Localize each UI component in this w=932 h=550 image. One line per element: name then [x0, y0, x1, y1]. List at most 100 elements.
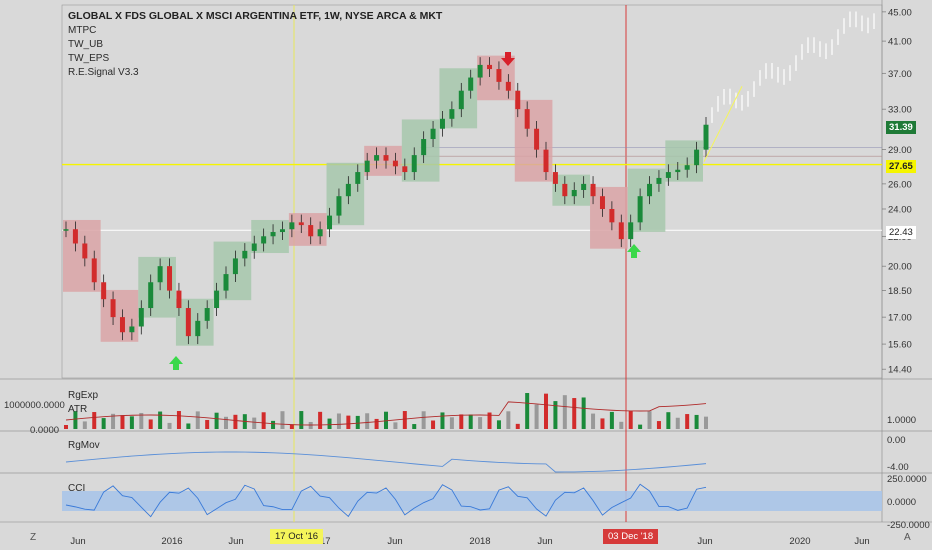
candle-body: [675, 169, 681, 173]
volume-bar: [393, 422, 398, 429]
candle-body: [91, 258, 97, 283]
time-axis-label: 2018: [469, 536, 490, 547]
candle-body: [327, 215, 333, 230]
volume-bar: [628, 411, 633, 429]
candle-body: [534, 128, 540, 150]
candle-body: [392, 160, 398, 167]
rgexp-label[interactable]: RgExp: [68, 390, 99, 401]
candle-body: [195, 320, 201, 337]
candle-body: [552, 172, 558, 184]
volume-bar: [638, 424, 643, 429]
volume-bar: [496, 420, 501, 429]
volume-bar: [346, 415, 351, 429]
cci-band: [62, 491, 882, 511]
volume-bar: [694, 414, 699, 429]
regime-box: [590, 186, 628, 249]
volume-bar: [666, 412, 671, 429]
candle-body: [308, 225, 314, 237]
sell-arrow: [501, 52, 515, 66]
volume-bar: [647, 411, 652, 429]
volume-bar: [600, 418, 605, 429]
volume-bar: [129, 416, 134, 429]
candle-body: [647, 183, 653, 197]
atr-label[interactable]: ATR: [68, 404, 88, 415]
yellow-date-tag: 17 Oct '16: [270, 529, 324, 544]
candle-body: [242, 250, 248, 259]
candle-body: [402, 166, 408, 173]
time-axis-label: 2016: [161, 536, 182, 547]
candle-body: [138, 308, 144, 327]
candle-body: [618, 222, 624, 240]
price-tick-label: 29.00: [888, 145, 912, 156]
volume-bar: [449, 417, 454, 429]
volume-bar: [619, 421, 624, 429]
cci-label[interactable]: CCI: [68, 483, 86, 494]
candle-body: [703, 124, 709, 150]
candle-body: [110, 299, 116, 318]
zoom-reset-button[interactable]: Z: [30, 532, 37, 543]
volume-bar: [148, 419, 153, 429]
yellow-level-tag: 27.65: [886, 160, 916, 173]
rgmov-line: [65, 451, 707, 473]
rgmov-label[interactable]: RgMov: [68, 440, 100, 451]
volume-bar: [101, 418, 106, 429]
last-price-tag: 31.39: [886, 121, 916, 134]
candle-body: [336, 196, 342, 216]
candle-body: [599, 196, 605, 209]
candle-body: [101, 282, 107, 300]
price-tick-label: 18.50: [888, 286, 912, 297]
volume-bar: [261, 412, 266, 429]
candle-body: [72, 229, 78, 244]
candle-body: [477, 64, 483, 78]
candle-body: [289, 222, 295, 230]
time-axis-label: Jun: [228, 536, 243, 547]
volume-bar: [656, 421, 661, 429]
candle-body: [656, 177, 662, 184]
indicator-label-1[interactable]: TW_UB: [68, 39, 103, 50]
projection-trendline: [703, 86, 743, 163]
auto-scale-button[interactable]: A: [904, 532, 911, 543]
candle-body: [524, 109, 530, 129]
candle-body: [411, 155, 417, 173]
buy-arrow: [169, 356, 183, 370]
regime-box: [251, 219, 289, 254]
indicator-label-3[interactable]: R.E.Signal V3.3: [68, 67, 139, 78]
candle-body: [628, 222, 634, 240]
candle-body: [449, 109, 455, 119]
volume-bar: [515, 423, 520, 429]
time-axis-label: Jun: [537, 536, 552, 547]
price-tick-label: 24.00: [888, 204, 912, 215]
indicator-label-2[interactable]: TW_EPS: [68, 53, 110, 64]
volume-bar: [431, 420, 436, 429]
volume-bar: [468, 414, 473, 429]
candle-body: [439, 118, 445, 129]
indicator-label-0[interactable]: MTPC: [68, 25, 97, 36]
candle-body: [505, 81, 511, 91]
volume-left-value: 1000000.0000: [4, 400, 65, 411]
volume-bar: [111, 413, 116, 429]
candle-body: [317, 229, 323, 237]
volume-bar: [64, 425, 68, 429]
candle-body: [562, 183, 568, 197]
candle-body: [421, 139, 427, 156]
volume-bar: [685, 414, 690, 429]
candle-body: [345, 183, 351, 197]
volume-bar: [675, 417, 680, 429]
volume-bar: [591, 413, 596, 429]
candle-body: [590, 183, 596, 197]
volume-bar: [506, 411, 511, 429]
volume-bar: [365, 413, 370, 429]
volume-bar: [252, 417, 257, 429]
candle-body: [119, 317, 125, 333]
volume-bar: [308, 421, 313, 429]
volume-bar: [440, 412, 445, 429]
candle-body: [364, 160, 370, 173]
regime-box: [439, 68, 478, 129]
symbol-title[interactable]: GLOBAL X FDS GLOBAL X MSCI ARGENTINA ETF…: [68, 10, 443, 22]
volume-bar: [534, 404, 539, 429]
volume-bar: [374, 418, 379, 429]
volume-bar: [384, 411, 388, 429]
candle-body: [148, 282, 154, 309]
